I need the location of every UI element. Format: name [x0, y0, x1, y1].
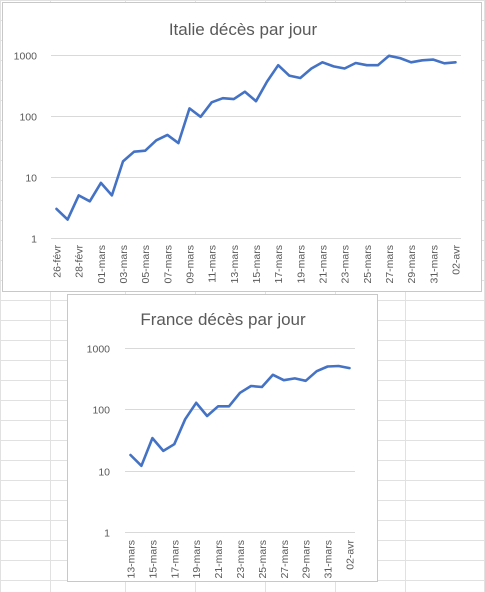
france-series-line [129, 364, 351, 468]
france-x-tick-label: 17-mars [169, 540, 181, 579]
france-y-tick-label: 10 [98, 467, 110, 479]
france-x-tick-label: 23-mars [235, 540, 247, 579]
italy-y-tick-label: 1000 [14, 51, 38, 63]
italy-series-line [55, 54, 457, 221]
france-x-tick-label: 21-mars [213, 540, 225, 579]
italy-y-tick-label: 10 [25, 173, 37, 185]
italy-x-tick-label: 05-mars [140, 245, 152, 284]
france-x-tick-label: 31-mars [323, 540, 335, 579]
chart-italy-title: Italie décès par jour [169, 20, 318, 39]
france-x-tick-label: 13-mars [125, 540, 137, 579]
italy-x-tick-label: 02-avr [450, 245, 462, 275]
italy-x-tick-label: 17-mars [273, 245, 285, 284]
italy-x-tick-label: 13-mars [229, 245, 241, 284]
italy-x-tick-label: 23-mars [340, 245, 352, 284]
italy-x-tick-label: 29-mars [406, 245, 418, 284]
france-x-tick-label: 25-mars [257, 540, 269, 579]
italy-y-tick-label: 100 [19, 112, 37, 124]
france-y-tick-label: 1 [104, 528, 110, 540]
france-x-tick-label: 15-mars [147, 540, 159, 579]
france-x-tick-label: 27-mars [279, 540, 291, 579]
france-y-tick-label: 1000 [87, 344, 111, 356]
italy-x-tick-label: 15-mars [251, 245, 263, 284]
italy-x-tick-label: 27-mars [384, 245, 396, 284]
italy-x-tick-label: 31-mars [428, 245, 440, 284]
italy-x-tick-label: 21-mars [317, 245, 329, 284]
france-x-tick-label: 02-avr [345, 540, 357, 570]
italy-x-tick-label: 11-mars [207, 245, 219, 283]
italy-x-tick-label: 07-mars [162, 245, 174, 284]
france-x-tick-label: 19-mars [191, 540, 203, 579]
italy-x-tick-label: 01-mars [96, 245, 108, 284]
chart-france-title: France décès par jour [140, 310, 306, 329]
chart-france-svg: France décès par jour 1 10 100 1000 13-mars… [87, 310, 357, 579]
italy-x-tick-label: 28-févr [74, 245, 86, 278]
france-x-tick-label: 29-mars [301, 540, 313, 579]
italy-x-tick-label: 26-févr [52, 245, 64, 278]
chart-italy-svg: Italie décès par jour 1 10 100 1000 26-févr… [14, 20, 463, 284]
italy-x-tick-label: 25-mars [362, 245, 374, 284]
france-y-tick-label: 100 [92, 405, 110, 417]
chart-italy[interactable]: Italie décès par jour 1 10 100 1000 26-févr… [2, 2, 482, 292]
italy-x-tick-label: 09-mars [185, 245, 197, 284]
italy-x-tick-label: 03-mars [118, 245, 130, 284]
chart-france[interactable]: France décès par jour 1 10 100 1000 13-mars… [67, 294, 378, 582]
italy-x-tick-label: 19-mars [295, 245, 307, 284]
italy-y-tick-label: 1 [31, 234, 37, 246]
